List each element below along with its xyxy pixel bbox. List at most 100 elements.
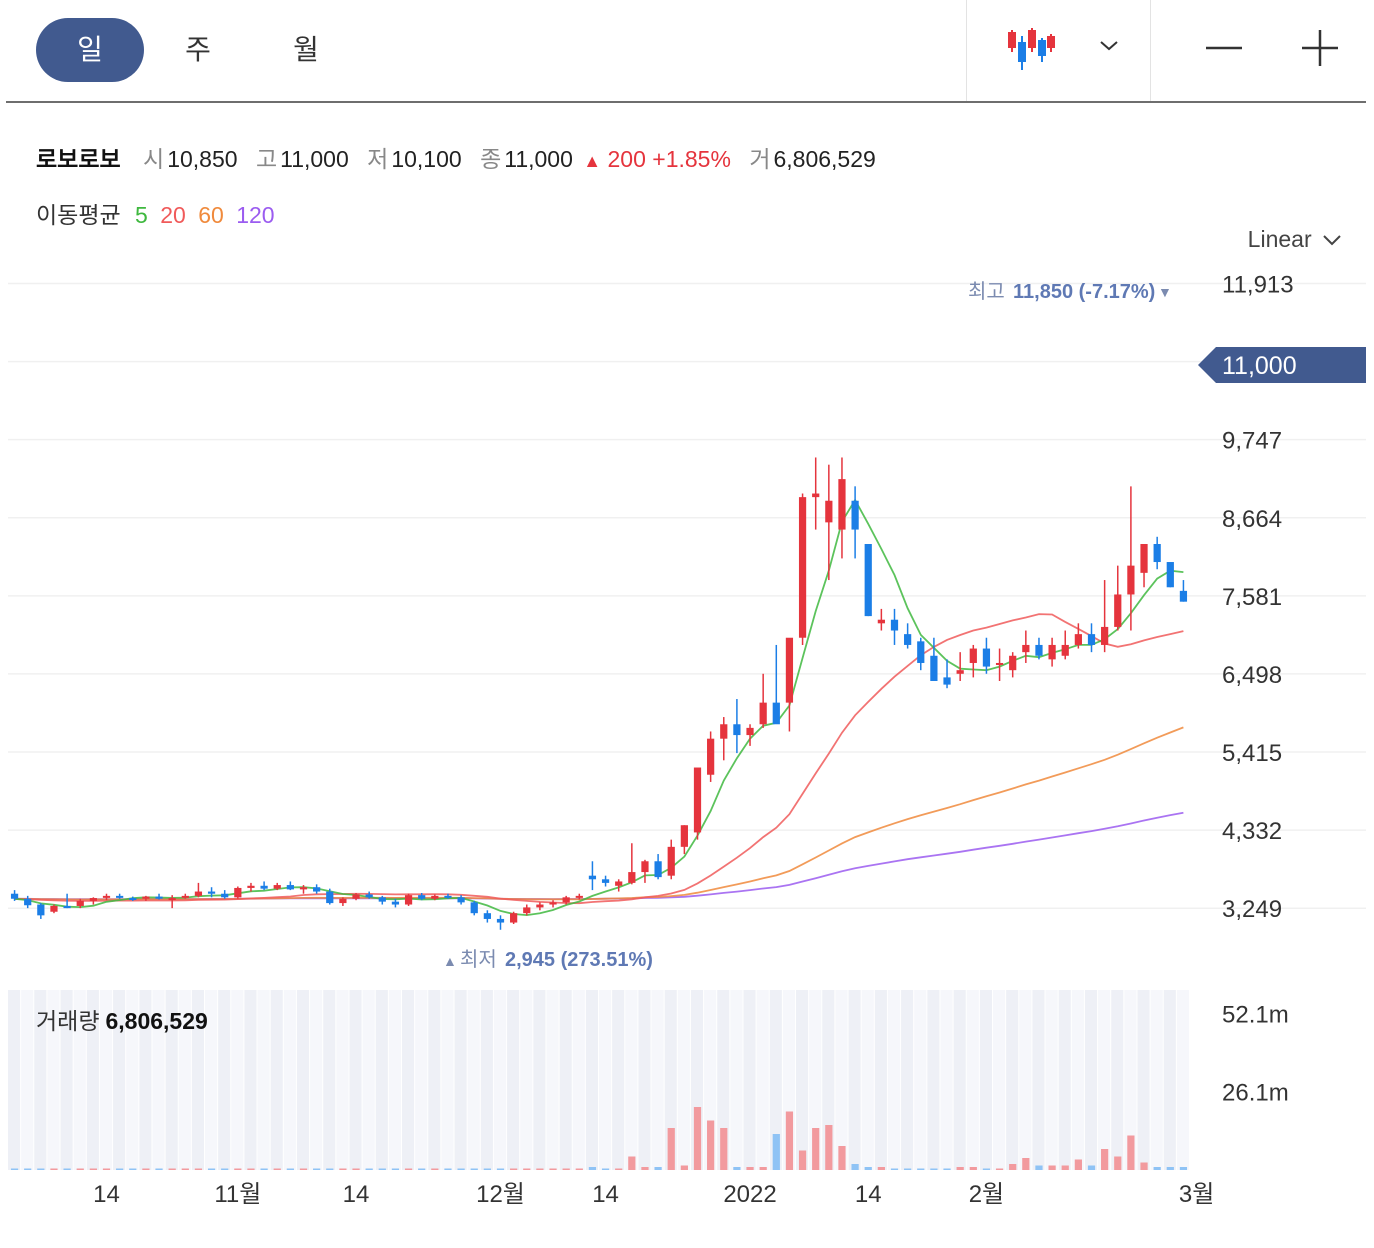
volume-column-bg — [874, 990, 887, 1170]
volume-column-bg — [835, 990, 848, 1170]
volume-column-bg — [349, 990, 362, 1170]
volume-value: 6,806,529 — [773, 146, 876, 172]
price-summary: 로보로보 시 10,850 고 11,000 저 10,100 종 11,000 ▲ 2… — [36, 140, 888, 174]
volume-column-bg — [1137, 990, 1150, 1170]
volume-column-bg — [848, 990, 861, 1170]
volume-bar — [102, 1168, 111, 1170]
ma-5-line — [14, 498, 1184, 917]
ma-5[interactable]: 5 — [135, 202, 148, 228]
candle-body — [969, 648, 977, 663]
ma-60[interactable]: 60 — [198, 202, 224, 228]
chart-type-selector[interactable] — [1000, 22, 1130, 78]
volume-bar — [24, 1168, 32, 1170]
volume-column-bg — [1019, 990, 1032, 1170]
candle-body — [1035, 644, 1043, 656]
volume-column-bg — [677, 990, 690, 1170]
volume-column-bg — [73, 990, 86, 1170]
volume-bar — [286, 1168, 294, 1170]
volume-bar — [575, 1168, 583, 1170]
ma-20-line — [14, 613, 1184, 905]
volume-legend-label: 거래량 — [36, 1008, 100, 1034]
volume-bar — [930, 1168, 938, 1170]
volume-column-bg — [533, 990, 546, 1170]
volume-bar — [877, 1167, 885, 1170]
chevron-down-icon — [1100, 41, 1118, 51]
volume-bar — [273, 1168, 281, 1170]
volume-column-bg — [520, 990, 533, 1170]
date-tick-label: 12월 — [476, 1181, 525, 1208]
stock-name: 로보로보 — [36, 146, 121, 172]
candlestick-icon — [1008, 28, 1055, 70]
ma-20[interactable]: 20 — [160, 202, 186, 228]
date-tick-label: 14 — [93, 1181, 120, 1208]
volume-bar — [1087, 1165, 1096, 1170]
candle-body — [1179, 590, 1188, 602]
volume-bar — [759, 1167, 767, 1170]
volume-bar — [418, 1168, 426, 1170]
volume-column-bg — [1150, 990, 1163, 1170]
price-tick-label: 7,581 — [1222, 584, 1282, 611]
candle-body — [50, 905, 58, 912]
volume-column-bg — [1098, 990, 1111, 1170]
volume-bar — [628, 1156, 636, 1170]
volume-column-bg — [1045, 990, 1058, 1170]
volume-column-bg — [283, 990, 296, 1170]
candle-body — [273, 885, 281, 889]
volume-bar — [588, 1167, 597, 1170]
volume-column-bg — [507, 990, 520, 1170]
candle-body — [10, 893, 19, 899]
candle-body — [391, 901, 400, 905]
candle-body — [1022, 644, 1030, 653]
volume-bar — [641, 1167, 649, 1170]
candle-body — [247, 885, 255, 888]
volume-column-bg — [165, 990, 178, 1170]
volume-bar — [1101, 1149, 1109, 1170]
candle-body — [785, 637, 794, 703]
volume-column-bg — [625, 990, 638, 1170]
candle-body — [1101, 626, 1109, 645]
volume-bar — [260, 1168, 268, 1170]
tab-week[interactable]: 주 — [185, 34, 211, 65]
volume-bar — [523, 1168, 531, 1170]
volume-bar — [63, 1168, 71, 1170]
candle-body — [129, 898, 137, 901]
volume-column-bg — [638, 990, 651, 1170]
volume-bars — [10, 1107, 1188, 1170]
volume-column-bg — [572, 990, 585, 1170]
candle-body — [365, 894, 373, 898]
zoom-out-button[interactable] — [1194, 22, 1254, 78]
volume-column-bg — [218, 990, 231, 1170]
volume-column-bg — [1058, 990, 1071, 1170]
candle-body — [864, 544, 872, 617]
zoom-in-button[interactable] — [1290, 22, 1350, 78]
ma-120[interactable]: 120 — [236, 202, 275, 228]
candle-body — [930, 655, 938, 681]
close-value: 11,000 — [504, 146, 573, 172]
volume-legend-value: 6,806,529 — [105, 1008, 208, 1034]
candle-body — [733, 724, 741, 736]
candle-body — [339, 898, 347, 904]
candle-body — [746, 727, 754, 736]
volume-bar — [10, 1168, 19, 1170]
candle-body — [956, 670, 964, 674]
volume-column-bg — [599, 990, 612, 1170]
candle-body — [89, 898, 97, 901]
volume-column-bg — [480, 990, 493, 1170]
volume-bar — [982, 1168, 991, 1170]
scale-dropdown[interactable]: Linear — [1248, 226, 1342, 253]
volume-bar — [457, 1168, 465, 1170]
tab-day[interactable]: 일 — [36, 18, 144, 82]
candle-body — [1166, 562, 1174, 588]
tab-month[interactable]: 월 — [293, 34, 319, 65]
candle-body — [260, 885, 268, 889]
volume-column-bg — [139, 990, 152, 1170]
volume-bar — [969, 1167, 977, 1170]
price-tick-label: 6,498 — [1222, 662, 1282, 689]
volume-bar — [313, 1168, 321, 1170]
volume-tick-label: 52.1m — [1222, 1002, 1289, 1029]
volume-bar — [1009, 1164, 1017, 1170]
candle-body — [707, 738, 715, 775]
volume-bar — [995, 1168, 1004, 1170]
candle-body — [234, 887, 242, 898]
